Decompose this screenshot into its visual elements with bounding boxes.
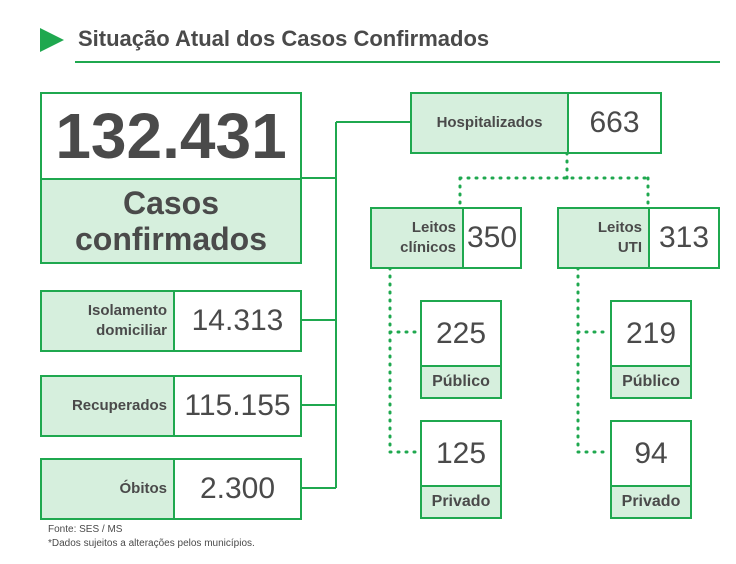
- label-line: confirmados: [74, 221, 268, 257]
- dotted-connectors: [388, 151, 650, 454]
- title-arrow: [40, 28, 64, 52]
- beds-value: 313: [648, 207, 720, 269]
- split-value: 94: [610, 420, 692, 487]
- split-value: 225: [420, 300, 502, 367]
- hospital-value: 663: [567, 92, 662, 154]
- beds-label: Leitos UTI: [557, 207, 650, 269]
- label-line: Casos: [122, 185, 220, 221]
- label-line: Óbitos: [119, 480, 168, 497]
- beds-value: 350: [462, 207, 522, 269]
- total-label: Casos confirmados: [40, 178, 302, 264]
- outcome-value: 2.300: [173, 458, 302, 520]
- outcome-value: 14.313: [173, 290, 302, 352]
- hospital-label: Hospitalizados: [410, 92, 569, 154]
- label-line: UTI: [617, 239, 642, 256]
- total-value: 132.431: [40, 92, 302, 180]
- split-label: Público: [420, 365, 502, 399]
- split-label: Privado: [420, 485, 502, 519]
- split-value: 219: [610, 300, 692, 367]
- source: Fonte: SES / MS: [48, 524, 123, 535]
- label-line: Leitos: [411, 219, 456, 236]
- label-line: Recuperados: [71, 397, 167, 414]
- label-line: Leitos: [597, 219, 642, 236]
- note: *Dados sujeitos a alterações pelos munic…: [48, 538, 255, 549]
- label-line: clínicos: [400, 239, 456, 256]
- split-label: Público: [610, 365, 692, 399]
- outcome-value: 115.155: [173, 375, 302, 437]
- title: Situação Atual dos Casos Confirmados: [78, 26, 490, 51]
- solid-connectors: [302, 121, 410, 489]
- outcome-label: Isolamento domiciliar: [40, 290, 175, 352]
- outcome-label: Recuperados: [40, 375, 175, 437]
- label-line: Isolamento: [87, 302, 167, 319]
- outcome-label: Óbitos: [40, 458, 175, 520]
- split-value: 125: [420, 420, 502, 487]
- split-label: Privado: [610, 485, 692, 519]
- beds-label: Leitos clínicos: [370, 207, 464, 269]
- label-line: domiciliar: [96, 322, 167, 339]
